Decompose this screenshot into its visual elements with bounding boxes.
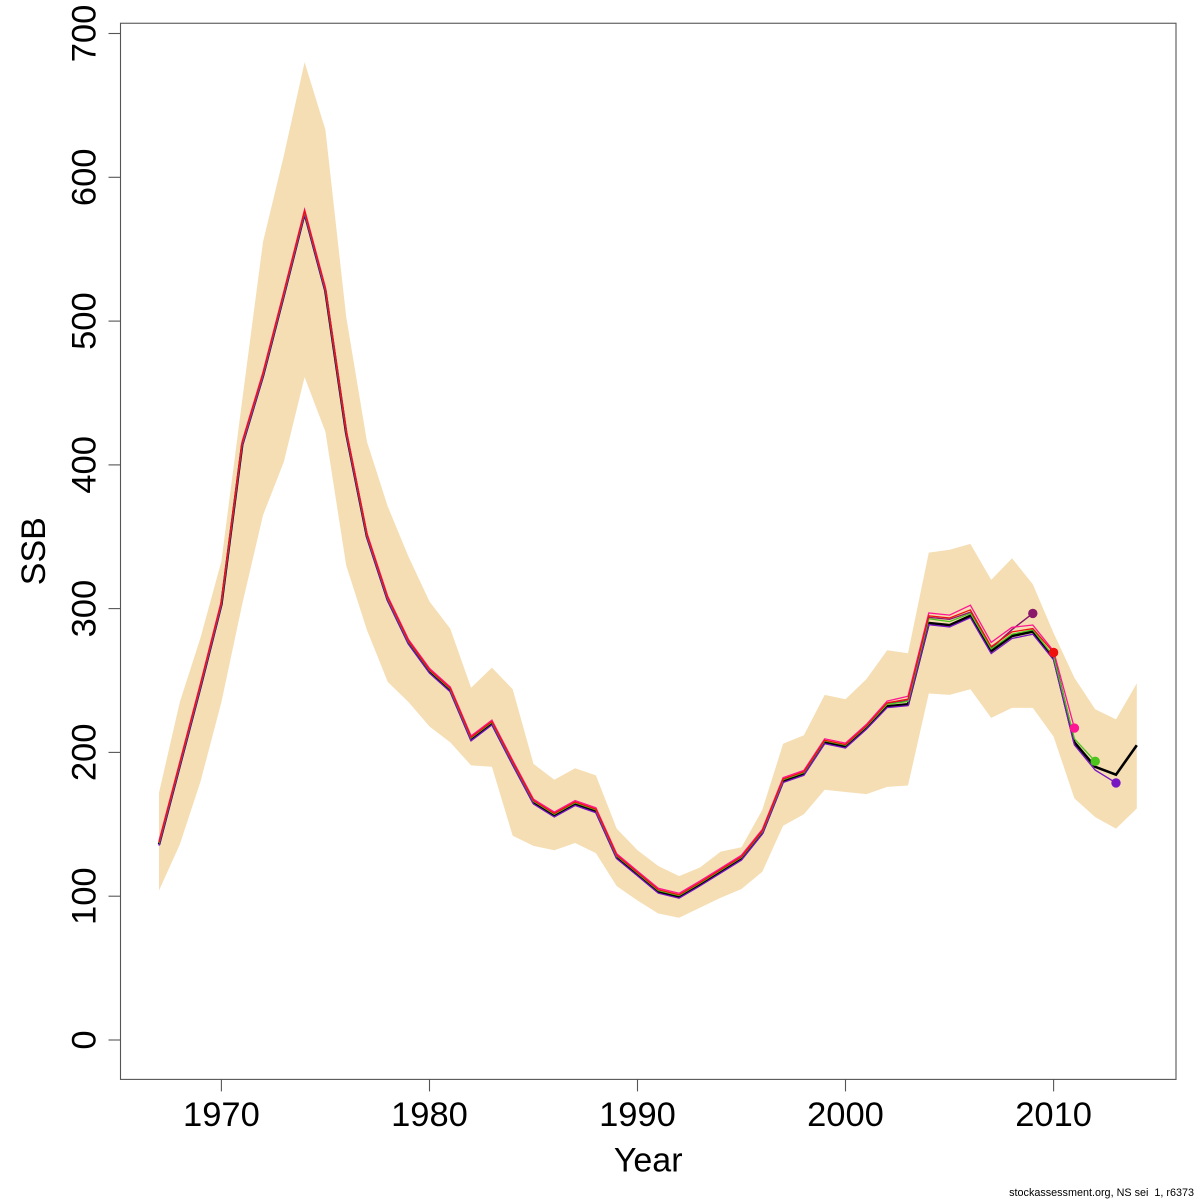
svg-text:0: 0: [66, 1030, 104, 1049]
svg-text:2000: 2000: [807, 1096, 884, 1134]
svg-text:SSB: SSB: [15, 517, 53, 585]
svg-text:300: 300: [66, 580, 104, 638]
svg-text:2010: 2010: [1015, 1096, 1092, 1134]
svg-text:1970: 1970: [183, 1096, 260, 1134]
svg-text:700: 700: [66, 5, 104, 63]
svg-text:Year: Year: [614, 1142, 683, 1180]
svg-text:1980: 1980: [391, 1096, 468, 1134]
svg-text:200: 200: [66, 724, 104, 782]
svg-text:100: 100: [66, 867, 104, 925]
svg-text:stockassessment.org, NS sei 1: stockassessment.org, NS sei 1, r6373: [1009, 1187, 1194, 1199]
svg-text:1990: 1990: [599, 1096, 676, 1134]
svg-text:600: 600: [66, 149, 104, 207]
svg-text:500: 500: [66, 292, 104, 350]
svg-text:400: 400: [66, 436, 104, 494]
